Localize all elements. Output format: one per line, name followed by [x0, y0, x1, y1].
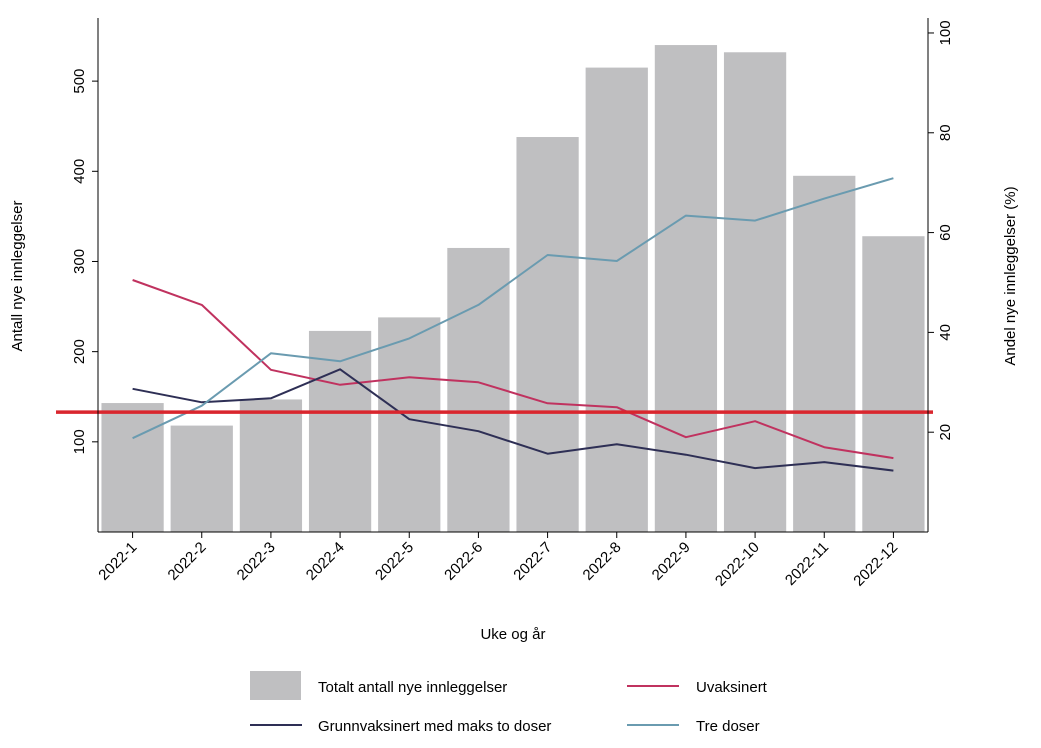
left-axis-ticks: 100 200 300 400 500: [71, 69, 98, 454]
bar-2022-10: [723, 52, 787, 533]
x-tick-label: 2022-11: [782, 539, 832, 589]
bar-2022-4: [308, 330, 372, 532]
x-tick-label: 2022-7: [510, 539, 555, 584]
right-tick-label: 80: [937, 124, 954, 141]
y-axis-label: Antall nye innleggelser: [9, 201, 26, 352]
x-tick-label: 2022-6: [441, 539, 486, 584]
x-tick-label: 2022-12: [850, 539, 901, 590]
right-tick-label: 20: [937, 424, 954, 441]
right-tick-label: 100: [937, 20, 954, 45]
legend-label-grunnvaksinert: Grunnvaksinert med maks to doser: [318, 718, 551, 735]
right-axis-ticks: 20 40 60 80 100: [928, 20, 954, 441]
line-uvaksinert: [132, 279, 894, 460]
bar-2022-8: [585, 67, 648, 532]
x-axis-label: Uke og år: [480, 626, 545, 643]
left-tick-label: 400: [71, 159, 88, 184]
legend: Totalt antall nye innleggelser Uvaksiner…: [250, 671, 768, 735]
x-tick-label: 2022-2: [165, 539, 210, 584]
legend-swatch-bars: [250, 671, 301, 700]
line-grunnvaksinert-med-maks-to-doser: [132, 368, 894, 472]
left-tick-label: 500: [71, 69, 88, 94]
bar-2022-12: [862, 236, 925, 533]
right-tick-label: 40: [937, 324, 954, 341]
bar-2022-3: [239, 399, 303, 532]
left-tick-label: 100: [71, 429, 88, 454]
x-tick-label: 2022-3: [234, 539, 279, 584]
x-axis-ticks: 2022-1 2022-2 2022-3 2022-4 2022-5 2022-6 2022…: [95, 532, 901, 590]
x-tick-label: 2022-5: [372, 539, 417, 584]
legend-label-bars: Totalt antall nye innleggelser: [318, 679, 507, 696]
right-tick-label: 60: [937, 224, 954, 241]
bar-2022-5: [378, 317, 441, 532]
line-group: [132, 177, 894, 472]
legend-label-tre-doser: Tre doser: [696, 718, 760, 735]
x-tick-label: 2022-1: [95, 539, 140, 584]
legend-label-uvaksinert: Uvaksinert: [696, 679, 768, 696]
x-tick-label: 2022-9: [649, 539, 694, 584]
x-tick-label: 2022-10: [712, 539, 763, 590]
left-tick-label: 200: [71, 339, 88, 364]
bar-2022-11: [793, 175, 856, 533]
bar-group: [101, 45, 925, 533]
bar-2022-7: [516, 137, 579, 532]
x-tick-label: 2022-8: [580, 539, 625, 584]
bar-2022-6: [447, 247, 510, 532]
bar-2022-2: [170, 425, 233, 532]
axes: [97, 18, 929, 533]
line-tre-doser: [132, 177, 894, 440]
bar-2022-1: [101, 403, 164, 532]
left-tick-label: 300: [71, 249, 88, 274]
x-tick-label: 2022-4: [303, 539, 348, 584]
y2-axis-label: Andel nye innleggelser (%): [1002, 186, 1019, 365]
